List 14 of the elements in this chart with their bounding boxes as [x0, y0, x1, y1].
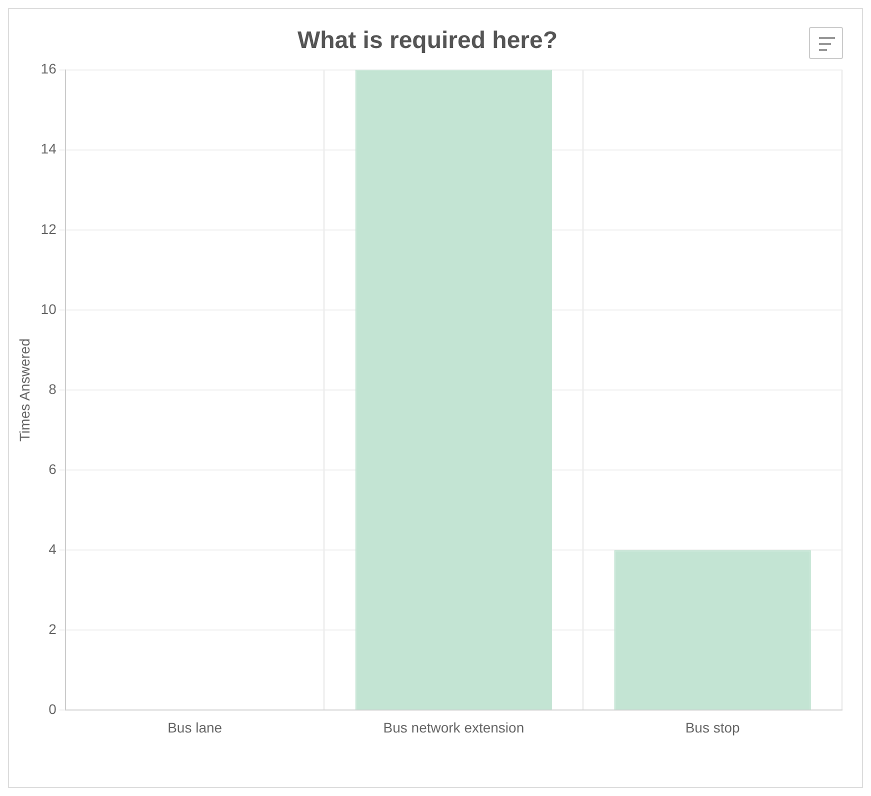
- y-tick-label: 14: [40, 140, 57, 157]
- x-tick-label: Bus network extension: [383, 719, 524, 736]
- y-tick-label: 16: [40, 60, 57, 77]
- chart-title: What is required here?: [297, 27, 558, 54]
- x-tick-label: Bus lane: [168, 719, 222, 736]
- y-tick-label: 10: [40, 300, 57, 317]
- x-tick-label: Bus stop: [685, 719, 740, 736]
- y-tick-label: 12: [40, 220, 57, 237]
- y-tick-label: 4: [48, 540, 57, 557]
- y-axis-title: Times Answered: [16, 338, 32, 442]
- y-tick-label: 6: [48, 460, 57, 477]
- y-tick-label: 0: [48, 701, 57, 718]
- y-tick-label: 8: [48, 380, 57, 397]
- y-tick-label: 2: [48, 621, 57, 638]
